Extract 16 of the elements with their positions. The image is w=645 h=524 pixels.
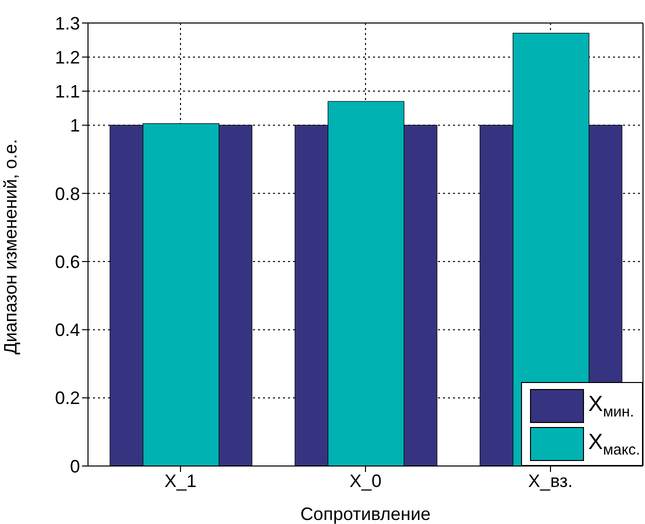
y-axis-title: Диапазон изменений, о.е. — [0, 138, 20, 354]
legend-label: X$_{макс.}$ — [588, 429, 640, 459]
y-tick-label: 0.8 — [54, 184, 80, 204]
x-tick-label: X_вз. — [528, 470, 573, 491]
x-tick-label: X_0 — [349, 470, 382, 491]
x-axis-title: Сопротивление — [300, 504, 431, 524]
legend-label: X$_{мин.}$ — [588, 391, 634, 421]
y-tick-label: 0.4 — [54, 320, 80, 340]
y-tick-label: 1.2 — [54, 47, 80, 68]
y-tick-label: 0.6 — [54, 252, 80, 272]
y-tick-label: 0 — [70, 456, 80, 476]
y-tick-label: 1 — [70, 116, 80, 136]
y-tick-label: 1.3 — [54, 13, 80, 34]
y-tick-label: 0.2 — [54, 388, 80, 408]
y-tick-label: 1.1 — [54, 82, 80, 102]
x-tick-label: X_1 — [164, 470, 197, 491]
